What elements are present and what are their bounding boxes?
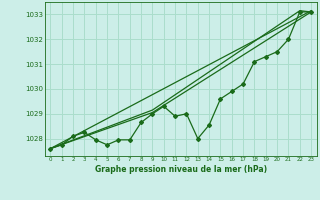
X-axis label: Graphe pression niveau de la mer (hPa): Graphe pression niveau de la mer (hPa) [95, 165, 267, 174]
